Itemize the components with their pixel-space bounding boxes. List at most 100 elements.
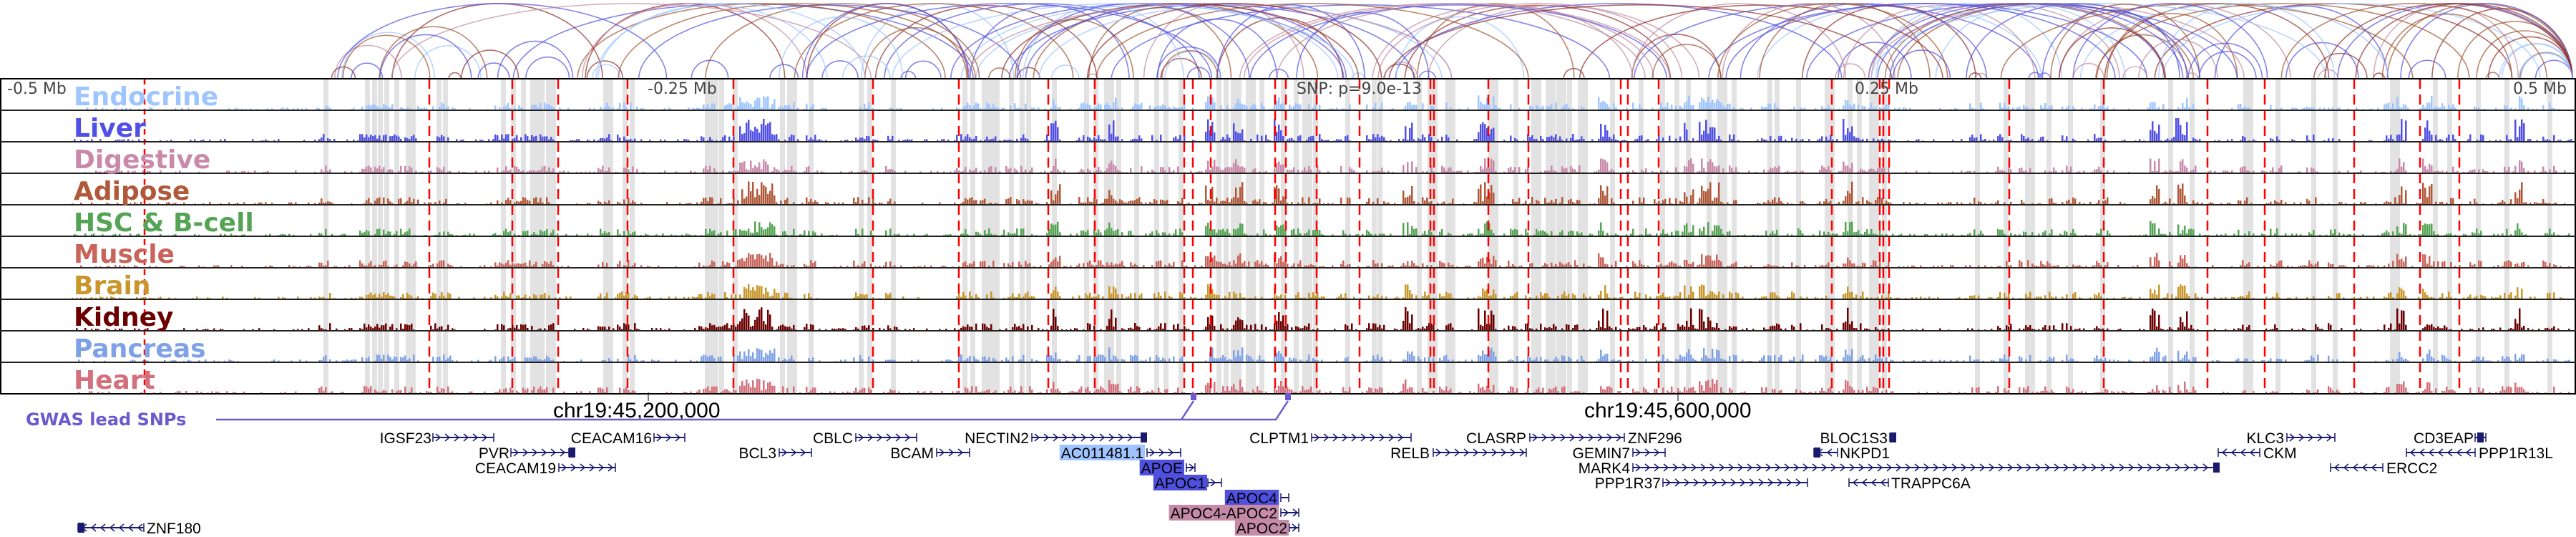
- interaction-arc: [1935, 5, 2126, 79]
- interaction-arc: [1157, 18, 1278, 79]
- strand-arrow-icon: [2286, 433, 2336, 442]
- strand-arrow-icon: [1289, 523, 1299, 532]
- track-label: Endocrine: [74, 82, 218, 112]
- gene-klc3[interactable]: KLC3: [2246, 430, 2336, 447]
- interaction-arc: [1725, 3, 2116, 79]
- interaction-arc: [705, 3, 980, 79]
- gwas-snp-marker[interactable]: [1285, 393, 1291, 400]
- gene-label: APOC4: [1226, 490, 1278, 507]
- interaction-arc: [638, 4, 1022, 79]
- interaction-arc: [691, 59, 729, 79]
- signal-tracks: [72, 95, 2572, 393]
- gene-ckm[interactable]: CKM: [2218, 445, 2297, 462]
- signal-bars: [72, 181, 2566, 204]
- strand-arrow-icon: [558, 463, 616, 472]
- interaction-arc: [2381, 13, 2513, 79]
- interaction-arc: [2518, 52, 2573, 79]
- strand-arrow-icon: [1311, 433, 1412, 442]
- signal-bars: [74, 221, 2570, 236]
- interaction-arc: [2058, 27, 2165, 79]
- interaction-arc: [1889, 3, 2201, 79]
- gene-pvr[interactable]: PVR: [479, 445, 575, 462]
- signal-track-muscle: [80, 253, 2570, 267]
- gene-znf180[interactable]: ZNF180: [77, 521, 201, 537]
- strand-arrow-icon: [779, 448, 812, 457]
- gwas-snp-marker[interactable]: [1191, 393, 1196, 400]
- interaction-arc: [1835, 63, 1866, 79]
- gene-label: APOC1: [1155, 475, 1206, 492]
- gene-bloc1s3[interactable]: BLOC1S3: [1820, 430, 1896, 447]
- gene-trappc6a[interactable]: TRAPPC6A: [1848, 475, 1971, 492]
- gene-clptm1[interactable]: CLPTM1: [1249, 430, 1412, 447]
- gene-relb[interactable]: RELB: [1390, 445, 1527, 462]
- interaction-arc: [1377, 3, 1700, 79]
- gene-label: NECTIN2: [965, 430, 1029, 447]
- exon-block: [1890, 432, 1896, 442]
- gene-ercc2[interactable]: ERCC2: [2330, 460, 2437, 477]
- gene-bcl3[interactable]: BCL3: [738, 445, 812, 462]
- gene-cd3eap[interactable]: CD3EAP: [2414, 430, 2487, 447]
- interaction-arc: [2324, 3, 2573, 79]
- gene-nectin2[interactable]: NECTIN2: [965, 430, 1147, 447]
- exon-block: [78, 523, 84, 533]
- coord-label-45200000: chr19:45,200,000: [553, 399, 721, 422]
- gene-label: TRAPPC6A: [1891, 475, 1971, 492]
- interaction-arc: [801, 3, 970, 79]
- interaction-arc: [341, 32, 435, 79]
- strand-arrow-icon: [1207, 478, 1222, 487]
- gene-apoc2[interactable]: APOC2: [1234, 520, 1299, 537]
- gene-label: CD3EAP: [2414, 430, 2474, 447]
- track-label: Brain: [74, 271, 150, 301]
- gene-apoc1[interactable]: APOC1: [1153, 475, 1222, 492]
- gene-label: AC011481.1: [1061, 445, 1143, 462]
- interaction-arc: [884, 3, 1200, 79]
- snp-pvalue-label: SNP: p=9.0e-13: [1297, 80, 1422, 98]
- gene-label: CBLC: [813, 430, 853, 447]
- gene-ceacam19[interactable]: CEACAM19: [475, 460, 616, 477]
- strand-arrow-icon: [2406, 448, 2476, 457]
- gene-apoc4-apoc2[interactable]: APOC4-APOC2: [1169, 505, 1299, 522]
- gene-ppp1r13l[interactable]: PPP1R13L: [2406, 445, 2553, 462]
- interaction-arc: [595, 3, 866, 79]
- interaction-arc: [391, 3, 872, 79]
- track-label: Kidney: [74, 303, 174, 332]
- interaction-arc: [618, 3, 976, 79]
- axis-label-minus-0.25mb: -0.25 Mb: [648, 80, 717, 98]
- interaction-arc: [351, 62, 384, 79]
- gene-highlight: [1153, 475, 1207, 490]
- interaction-arc: [331, 66, 356, 79]
- gene-label: CKM: [2263, 445, 2297, 462]
- gene-gemin7[interactable]: GEMIN7: [1572, 445, 1666, 462]
- gene-bcam[interactable]: BCAM: [890, 445, 970, 462]
- gene-znf296[interactable]: ZNF296: [1628, 430, 1682, 447]
- gene-ceacam16[interactable]: CEACAM16: [571, 430, 686, 447]
- gene-apoc4[interactable]: APOC4: [1224, 490, 1289, 507]
- interaction-arc: [477, 62, 510, 79]
- strand-arrow-icon: [1280, 508, 1299, 517]
- gene-ac011481-1[interactable]: AC011481.1: [1059, 445, 1181, 462]
- strand-arrow-icon: [1529, 433, 1625, 442]
- gene-clasrp[interactable]: CLASRP: [1466, 430, 1625, 447]
- signal-track-brain: [72, 284, 2564, 299]
- interaction-arc: [2000, 3, 2414, 79]
- gene-ppp1r37[interactable]: PPP1R37: [1595, 475, 1808, 492]
- strand-arrow-icon: [1280, 493, 1289, 502]
- strand-arrow-icon: [1146, 448, 1181, 457]
- gene-label: KLC3: [2246, 430, 2284, 447]
- gene-apoe[interactable]: APOE: [1139, 460, 1196, 477]
- gene-cblc[interactable]: CBLC: [813, 430, 917, 447]
- gene-igsf23[interactable]: IGSF23: [380, 430, 494, 447]
- interaction-arc: [2198, 51, 2257, 79]
- axis-label-0.5mb: 0.5 Mb: [2513, 80, 2567, 98]
- gene-highlight: [1169, 505, 1279, 521]
- interaction-arc: [2157, 3, 2336, 79]
- gene-mark4[interactable]: MARK4: [1579, 460, 2220, 477]
- interaction-arc: [448, 72, 462, 79]
- gene-label: BCAM: [890, 445, 934, 462]
- interaction-arc: [1239, 3, 1646, 79]
- interaction-arc: [1156, 46, 1221, 79]
- interaction-arc: [2408, 59, 2446, 79]
- gene-nkpd1[interactable]: NKPD1: [1813, 445, 1890, 462]
